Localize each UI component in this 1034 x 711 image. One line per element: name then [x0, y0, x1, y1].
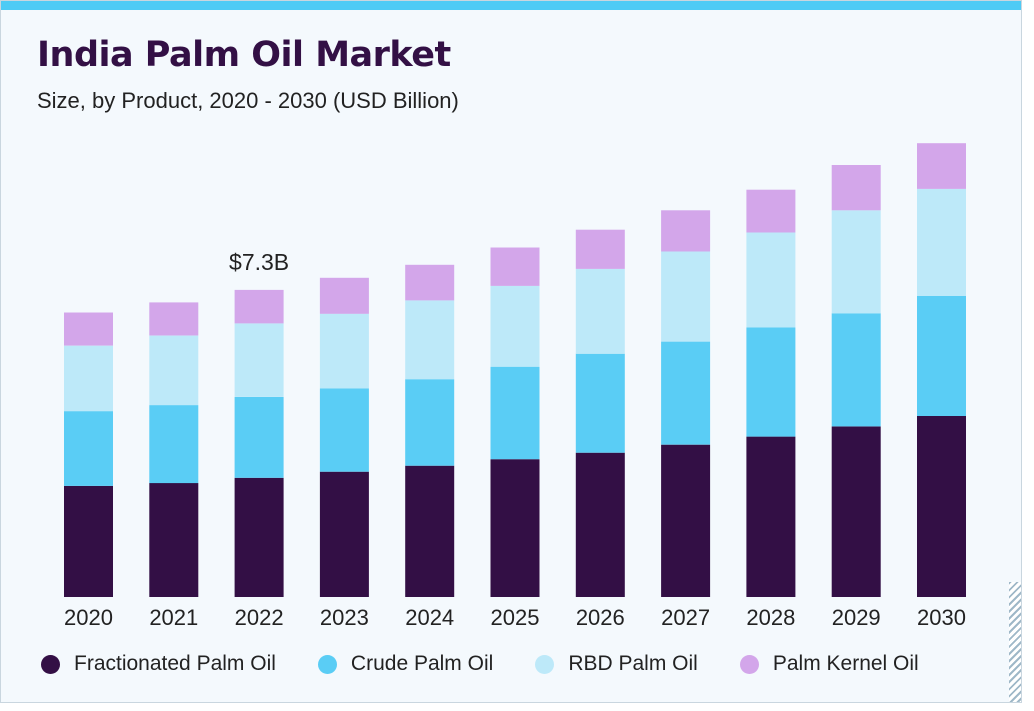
bar-segment-2024-0 [405, 465, 455, 597]
x-tick-label: 2028 [746, 605, 795, 630]
legend-item: RBD Palm Oil [535, 652, 698, 676]
legend-label: Palm Kernel Oil [772, 652, 919, 675]
bar-segment-2025-3 [490, 247, 540, 286]
bar-segment-2021-0 [149, 483, 199, 597]
bar-segment-2020-1 [64, 411, 113, 486]
x-tick-label: 2029 [832, 605, 881, 630]
bar-segment-2025-2 [490, 285, 540, 367]
legend-item: Crude Palm Oil [317, 652, 494, 676]
bar-segment-2023-0 [319, 471, 369, 597]
x-tick-label: 2022 [235, 605, 284, 630]
x-tick-label: 2027 [661, 605, 710, 630]
bar-segment-2023-3 [319, 277, 369, 314]
x-tick-label: 2023 [320, 605, 369, 630]
bar-segment-2023-1 [319, 388, 369, 472]
bar-segment-2022-0 [234, 477, 284, 597]
legend: Fractionated Palm Oil Crude Palm Oil RBD P… [41, 652, 919, 676]
bar-segment-2027-2 [661, 251, 711, 342]
bar-segment-2024-2 [405, 300, 455, 380]
bar-segment-2023-2 [319, 313, 369, 389]
bar-segment-2024-1 [405, 379, 455, 466]
corner-decoration [1009, 582, 1021, 702]
bar-segment-2020-3 [64, 312, 113, 346]
bar-segment-2028-1 [746, 327, 796, 437]
legend-label: Fractionated Palm Oil [74, 652, 276, 675]
legend-label: Crude Palm Oil [350, 652, 494, 675]
x-axis-ticks: 2020 2021 2022 2023 2024 2025 2026 2027 2028 2029… [64, 605, 966, 630]
bar-segment-2026-2 [575, 268, 625, 354]
bar-segment-2029-0 [831, 426, 881, 597]
legend-swatch [535, 654, 555, 674]
bar-segment-2025-0 [490, 459, 540, 597]
bar-segment-2030-2 [917, 188, 966, 296]
bar-segment-2030-0 [917, 416, 966, 597]
bar-segment-2026-0 [575, 452, 625, 597]
x-tick-label: 2024 [405, 605, 454, 630]
bar-segment-2021-2 [149, 335, 199, 406]
bar-segment-2027-1 [661, 341, 711, 445]
chart-subtitle: Size, by Product, 2020 - 2030 (USD Billi… [37, 88, 459, 113]
bar-segment-2028-0 [746, 436, 796, 597]
bar-segment-2030-1 [917, 296, 966, 416]
legend-item: Palm Kernel Oil [739, 652, 919, 676]
bar-segment-2028-2 [746, 232, 796, 328]
chart-frame: India Palm Oil Market Size, by Product, … [0, 0, 1022, 703]
bar-segment-2027-0 [661, 444, 711, 597]
bar-segment-2021-1 [149, 405, 199, 484]
bar-segment-2029-3 [831, 165, 881, 211]
bar-segment-2029-1 [831, 313, 881, 427]
bar-segment-2021-3 [149, 302, 199, 336]
x-tick-label: 2025 [491, 605, 540, 630]
bar-segment-2030-3 [917, 143, 966, 189]
stacked-bar-chart: $7.3B 2020 2021 2022 2023 2024 2025 2026 2027 20… [64, 143, 966, 630]
x-tick-label: 2020 [64, 605, 113, 630]
bars-group [64, 143, 966, 597]
legend-swatch [41, 654, 60, 674]
legend-item: Fractionated Palm Oil [41, 652, 276, 676]
x-tick-label: 2026 [576, 605, 625, 630]
bar-segment-2029-2 [831, 210, 881, 314]
bar-segment-2028-3 [746, 189, 796, 233]
annotations-group: $7.3B [229, 249, 289, 275]
bar-total-label: $7.3B [229, 249, 289, 275]
bar-segment-2026-1 [575, 353, 625, 453]
x-tick-label: 2030 [917, 605, 966, 630]
top-accent-strip [1, 1, 1021, 10]
bar-segment-2020-0 [64, 485, 113, 597]
legend-swatch [317, 654, 337, 674]
bar-segment-2022-3 [234, 289, 284, 324]
bar-segment-2024-3 [405, 264, 455, 301]
legend-label: RBD Palm Oil [568, 652, 698, 675]
chart-title: India Palm Oil Market [37, 35, 451, 75]
bar-segment-2025-1 [490, 366, 540, 460]
bar-segment-2020-2 [64, 345, 113, 412]
bar-segment-2022-2 [234, 323, 284, 397]
bar-segment-2026-3 [575, 229, 625, 269]
legend-swatch [739, 654, 759, 674]
bar-segment-2027-3 [661, 210, 711, 252]
bar-segment-2022-1 [234, 397, 284, 478]
x-tick-label: 2021 [149, 605, 198, 630]
